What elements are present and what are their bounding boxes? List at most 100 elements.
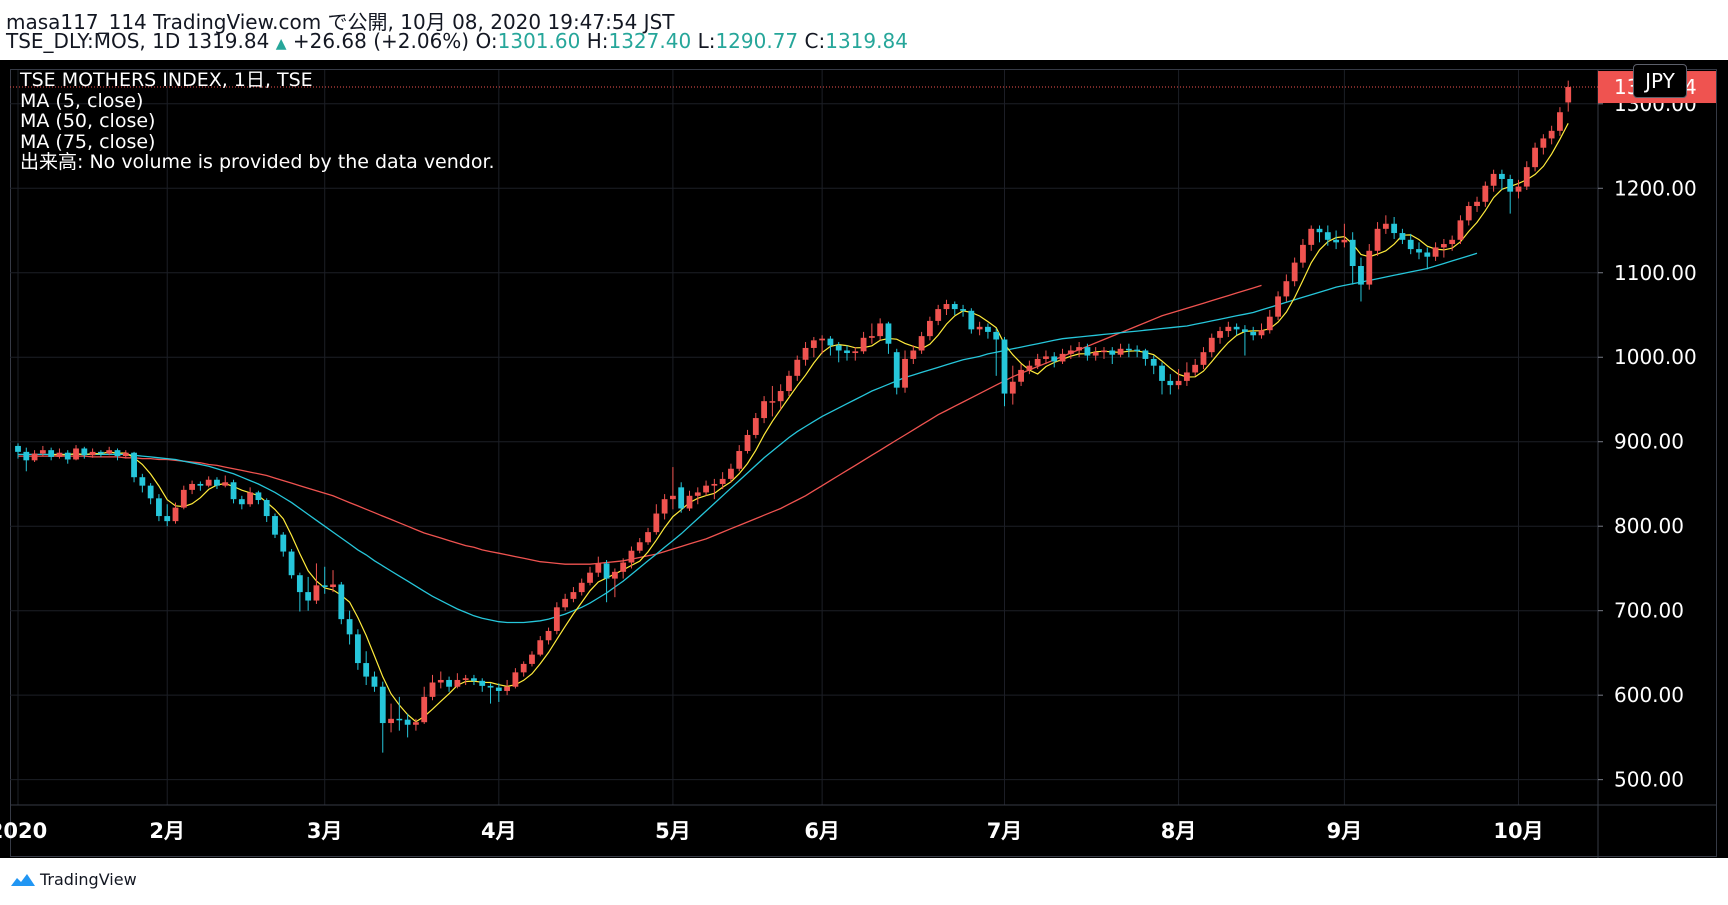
legend-ma5[interactable]: MA (5, close) [20, 89, 144, 112]
candle-down [1142, 348, 1149, 366]
y-tick-label: 500.00 [1614, 768, 1684, 792]
candle-body [885, 323, 892, 344]
candle-body [1183, 372, 1190, 381]
candle-body [1424, 252, 1431, 257]
x-tick-label: 9月 [1327, 819, 1363, 843]
candle-body [960, 309, 966, 311]
candle-down [1499, 169, 1505, 190]
candle-body [653, 513, 660, 533]
candle-down [603, 560, 610, 603]
candle-body [56, 452, 63, 457]
ma5-line [51, 123, 1569, 723]
candle-up [736, 445, 743, 472]
candle-up [73, 445, 79, 461]
candle-body [852, 351, 859, 354]
candle-body [89, 451, 96, 456]
x-tick-label: 7月 [987, 819, 1023, 843]
legend-volume[interactable]: 出来高: No volume is provided by the data v… [20, 151, 495, 173]
candle-up [578, 578, 585, 596]
candle-down [363, 651, 370, 686]
candle-body [106, 450, 113, 454]
candle-body [1059, 353, 1066, 362]
candle-up [1308, 225, 1315, 251]
candle-body [827, 338, 834, 346]
candle-down [1507, 174, 1514, 214]
candle-body [1233, 326, 1240, 330]
candle-body [363, 663, 370, 677]
legend-ma75[interactable]: MA (75, close) [20, 130, 156, 153]
candle-body [454, 679, 461, 687]
tradingview-logo[interactable]: TradingView [10, 870, 137, 889]
footer [0, 858, 1728, 905]
candle-up [31, 450, 38, 462]
candle-up [1449, 235, 1456, 251]
candle-down [1233, 323, 1240, 336]
candle-down [97, 450, 104, 457]
candle-body [512, 672, 519, 687]
candle-body [1474, 201, 1480, 207]
candle-body [545, 630, 552, 641]
candle-body [180, 489, 187, 508]
candle-down [321, 566, 328, 594]
candle-up [802, 342, 809, 366]
candle-body [338, 584, 345, 620]
low-label: L: [697, 29, 716, 53]
candle-body [462, 678, 469, 680]
candle-body [1308, 228, 1315, 245]
candle-body [902, 358, 908, 388]
candle-body [495, 687, 502, 691]
candle-down [1159, 362, 1165, 395]
candle-body [247, 492, 254, 505]
candle-up [1200, 347, 1207, 370]
candle-up [653, 504, 660, 535]
candle-up [910, 345, 917, 364]
candle-up [852, 347, 859, 361]
candle-body [1275, 296, 1281, 317]
close-value: 1319.84 [825, 29, 908, 53]
candle-down [81, 446, 88, 459]
candle-body [214, 479, 220, 486]
candle-up [1465, 201, 1472, 226]
candle-down [404, 713, 411, 738]
candle-body [1341, 239, 1348, 243]
candle-down [968, 308, 975, 334]
time-axis: 2020 2月 3月 4月 5月 6月 7月 8月 9月 10月 [0, 819, 1544, 843]
symbol-label: TSE_DLY:MOS, 1D 1319.84 [6, 29, 270, 53]
candle-body [578, 582, 585, 593]
candle-body [1449, 239, 1456, 245]
candle-down [114, 448, 121, 461]
x-tick-label: 6月 [804, 819, 840, 843]
candle-up [56, 448, 63, 459]
candle-body [114, 450, 121, 457]
legend-title[interactable]: TSE MOTHERS INDEX, 1日, TSE [20, 69, 313, 91]
currency-button[interactable]: JPY [1633, 64, 1687, 98]
candle-down [951, 301, 958, 315]
candle-body [1548, 130, 1555, 139]
candle-up [595, 556, 602, 577]
candle-down [139, 473, 146, 493]
candle-body [1159, 365, 1165, 381]
candle-up [777, 384, 784, 410]
candle-body [197, 483, 204, 486]
candle-body [1258, 330, 1265, 336]
candle-up [1440, 238, 1447, 258]
candle-down [1134, 345, 1141, 358]
y-tick-label: 800.00 [1614, 514, 1684, 538]
candle-up [711, 478, 718, 500]
candle-up [205, 476, 212, 488]
candle-up [877, 318, 884, 341]
candle-up [935, 304, 942, 326]
candle-body [761, 401, 767, 419]
legend-ma50[interactable]: MA (50, close) [20, 110, 156, 132]
candle-body [661, 499, 668, 514]
candle-body [1109, 350, 1116, 355]
candle-body [1067, 350, 1074, 354]
candle-up [421, 686, 428, 724]
candle-down [15, 443, 21, 459]
candle-body [1499, 173, 1505, 179]
candle-up [1225, 321, 1232, 337]
candles [15, 80, 1572, 753]
candle-down [197, 481, 204, 491]
candle-body [1117, 348, 1124, 355]
